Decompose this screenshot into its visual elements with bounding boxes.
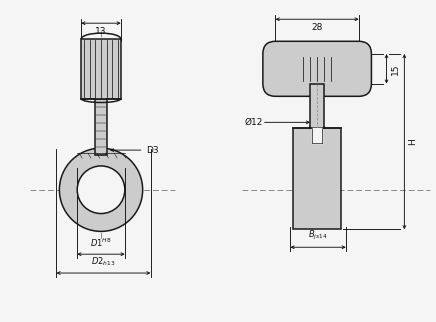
Text: H: H [409,138,417,145]
Polygon shape [310,84,324,128]
Text: 13: 13 [95,27,107,36]
Text: $D1^{H8}$: $D1^{H8}$ [90,237,112,249]
Polygon shape [95,99,107,155]
Text: 28: 28 [311,23,323,32]
Text: $D2_{h13}$: $D2_{h13}$ [91,256,116,268]
Polygon shape [293,128,341,229]
Text: D3: D3 [146,146,158,155]
Text: $B_{js14}$: $B_{js14}$ [308,229,328,242]
Circle shape [59,148,143,232]
Polygon shape [81,39,121,99]
Polygon shape [312,128,322,143]
Text: Ø12: Ø12 [244,118,262,127]
FancyBboxPatch shape [263,41,371,96]
Circle shape [77,166,125,213]
Text: 15: 15 [391,63,399,75]
